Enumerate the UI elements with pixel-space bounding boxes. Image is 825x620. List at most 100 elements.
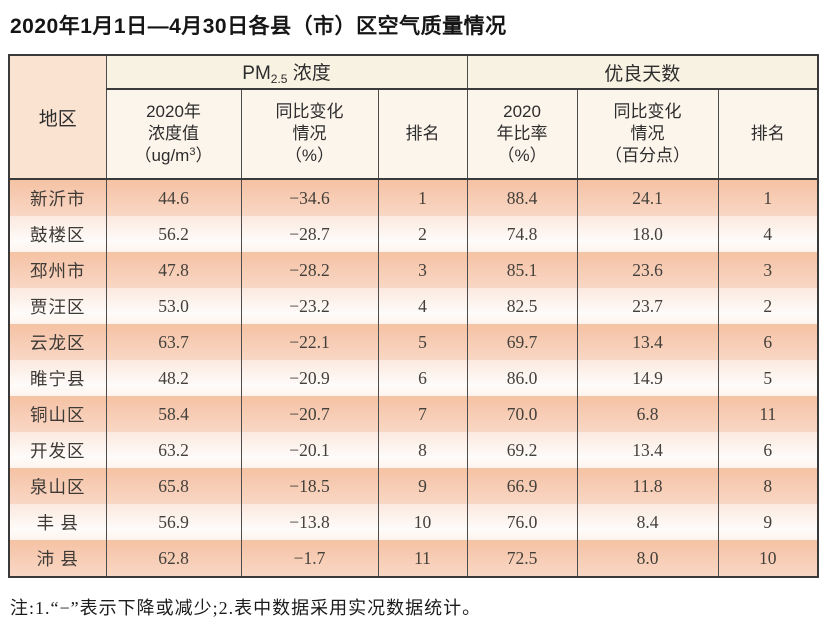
- good-change-header-line1: 同比变化: [613, 101, 682, 121]
- good-change-cell: 14.9: [576, 360, 719, 396]
- air-quality-table: 地区 PM2.5 浓度 优良天数 2020年 浓度值 （ug/m3） 同比变化 …: [8, 54, 820, 578]
- pm-rank-cell: 10: [377, 504, 468, 540]
- pm-change-cell: −20.1: [240, 432, 379, 468]
- table-row: 新沂市 44.6 −34.6 1 88.4 24.1 1: [8, 179, 819, 216]
- pm-rank-cell: 2: [377, 216, 468, 252]
- column-header-good-change: 同比变化 情况 （百分点）: [576, 89, 719, 180]
- pm-rank-cell: 9: [377, 468, 468, 504]
- page-title: 2020年1月1日—4月30日各县（市）区空气质量情况: [10, 15, 507, 38]
- column-header-region: 地区: [8, 55, 107, 180]
- region-cell: 云龙区: [8, 324, 107, 360]
- footnote: 注:1.“−”表示下降或减少;2.表中数据采用实况数据统计。: [10, 598, 482, 618]
- pm-value-cell: 58.4: [105, 396, 242, 432]
- pm-change-cell: −18.5: [240, 468, 379, 504]
- pm-change-cell: −20.7: [240, 396, 379, 432]
- table-row: 沛 县 62.8 −1.7 11 72.5 8.0 10: [8, 540, 819, 577]
- table-row: 开发区 63.2 −20.1 8 69.2 13.4 6: [8, 432, 819, 468]
- table-header: 地区 PM2.5 浓度 优良天数 2020年 浓度值 （ug/m3） 同比变化 …: [8, 55, 819, 180]
- column-header-pm-value: 2020年 浓度值 （ug/m3）: [105, 89, 242, 180]
- good-rate-cell: 76.0: [466, 504, 578, 540]
- column-group-good-days: 优良天数: [466, 55, 819, 90]
- pm-change-cell: −20.9: [240, 360, 379, 396]
- table-row: 鼓楼区 56.2 −28.7 2 74.8 18.0 4: [8, 216, 819, 252]
- pm-value-cell: 47.8: [105, 252, 242, 288]
- column-header-good-rate: 2020 年比率 （%）: [466, 89, 578, 180]
- table-row: 睢宁县 48.2 −20.9 6 86.0 14.9 5: [8, 360, 819, 396]
- good-rate-header-line3: （%）: [497, 146, 547, 166]
- cubic-superscript: 3: [189, 146, 196, 159]
- good-change-cell: 23.7: [576, 288, 719, 324]
- table-body: 新沂市 44.6 −34.6 1 88.4 24.1 1 鼓楼区 56.2 −2…: [8, 179, 819, 577]
- pm-value-cell: 62.8: [105, 540, 242, 577]
- good-rate-cell: 66.9: [466, 468, 578, 504]
- region-cell: 丰 县: [8, 504, 107, 540]
- pm-change-header-line2: 情况: [292, 123, 327, 143]
- column-header-pm-rank: 排名: [377, 89, 468, 180]
- pm-value-header-line1: 2020年: [146, 101, 201, 121]
- region-cell: 鼓楼区: [8, 216, 107, 252]
- good-change-header-line3: （百分点）: [605, 146, 691, 166]
- pm-change-header-line1: 同比变化: [275, 101, 344, 121]
- table-row: 贾汪区 53.0 −23.2 4 82.5 23.7 2: [8, 288, 819, 324]
- pm-rank-cell: 11: [377, 540, 468, 577]
- pm-rank-cell: 8: [377, 432, 468, 468]
- pm25-label-suffix: 浓度: [287, 63, 331, 84]
- good-change-cell: 13.4: [576, 432, 719, 468]
- good-rank-cell: 6: [717, 432, 819, 468]
- good-rate-cell: 72.5: [466, 540, 578, 577]
- region-cell: 贾汪区: [8, 288, 107, 324]
- good-rank-cell: 9: [717, 504, 819, 540]
- pm-change-header-line3: （%）: [284, 146, 335, 166]
- region-cell: 泉山区: [8, 468, 107, 504]
- good-rate-cell: 69.7: [466, 324, 578, 360]
- good-rate-cell: 82.5: [466, 288, 578, 324]
- pm-change-cell: −22.1: [240, 324, 379, 360]
- pm-value-cell: 53.0: [105, 288, 242, 324]
- column-header-good-rank: 排名: [717, 89, 819, 180]
- region-cell: 铜山区: [8, 396, 107, 432]
- region-cell: 邳州市: [8, 252, 107, 288]
- pm-change-cell: −23.2: [240, 288, 379, 324]
- good-change-header-line2: 情况: [630, 123, 665, 143]
- pm25-label-subscript: 2.5: [270, 72, 288, 86]
- region-cell: 沛 县: [8, 540, 107, 577]
- good-change-cell: 24.1: [576, 179, 719, 216]
- good-rate-cell: 70.0: [466, 396, 578, 432]
- good-rank-cell: 1: [717, 179, 819, 216]
- good-change-cell: 13.4: [576, 324, 719, 360]
- pm-rank-cell: 1: [377, 179, 468, 216]
- table-row: 丰 县 56.9 −13.8 10 76.0 8.4 9: [8, 504, 819, 540]
- pm-rank-cell: 5: [377, 324, 468, 360]
- good-rank-cell: 2: [717, 288, 819, 324]
- table-row: 云龙区 63.7 −22.1 5 69.7 13.4 6: [8, 324, 819, 360]
- pm-value-cell: 48.2: [105, 360, 242, 396]
- good-rate-cell: 88.4: [466, 179, 578, 216]
- good-change-cell: 23.6: [576, 252, 719, 288]
- good-rank-cell: 10: [717, 540, 819, 577]
- good-change-cell: 8.0: [576, 540, 719, 577]
- good-rank-cell: 3: [717, 252, 819, 288]
- good-rank-cell: 8: [717, 468, 819, 504]
- group-header-row: 地区 PM2.5 浓度 优良天数: [8, 55, 819, 180]
- good-rate-cell: 69.2: [466, 432, 578, 468]
- good-change-cell: 8.4: [576, 504, 719, 540]
- good-rank-cell: 5: [717, 360, 819, 396]
- pm-value-cell: 56.2: [105, 216, 242, 252]
- pm-change-cell: −28.7: [240, 216, 379, 252]
- pm-change-cell: −13.8: [240, 504, 379, 540]
- pm-rank-cell: 7: [377, 396, 468, 432]
- pm-rank-cell: 3: [377, 252, 468, 288]
- good-rate-header-line1: 2020: [503, 101, 541, 121]
- good-rate-header-line2: 年比率: [496, 123, 548, 143]
- good-change-cell: 11.8: [576, 468, 719, 504]
- pm25-label-prefix: PM: [242, 63, 271, 84]
- pm-change-cell: −28.2: [240, 252, 379, 288]
- pm-value-cell: 65.8: [105, 468, 242, 504]
- column-header-pm-change: 同比变化 情况 （%）: [240, 89, 379, 180]
- pm-rank-cell: 6: [377, 360, 468, 396]
- pm-value-header-line3: （ug/m3）: [134, 146, 213, 166]
- good-rank-cell: 6: [717, 324, 819, 360]
- table-row: 铜山区 58.4 −20.7 7 70.0 6.8 11: [8, 396, 819, 432]
- region-cell: 睢宁县: [8, 360, 107, 396]
